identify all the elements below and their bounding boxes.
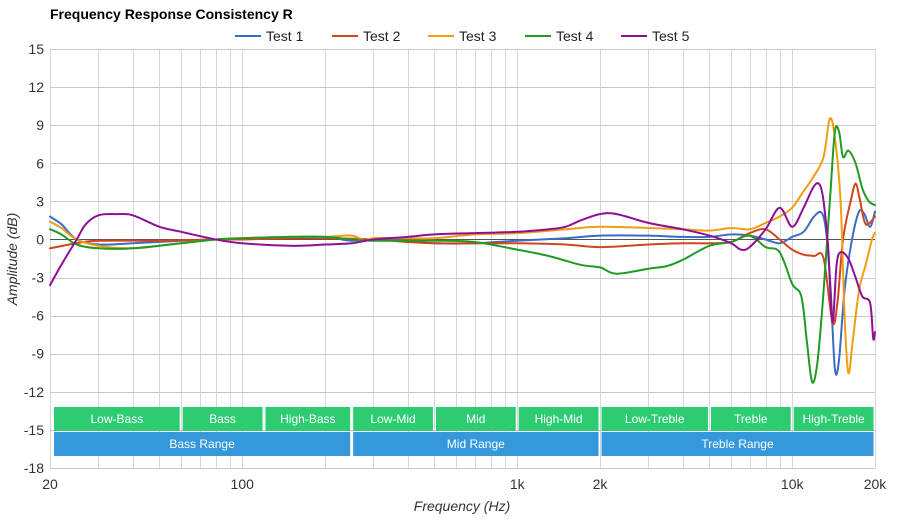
band-block: [182, 407, 263, 431]
legend-label: Test 1: [266, 28, 304, 44]
y-tick-label: -3: [32, 270, 45, 286]
band-block: [601, 407, 708, 431]
range-block: [353, 432, 599, 456]
range-label: Mid Range: [447, 437, 505, 451]
band-block: [710, 407, 791, 431]
y-tick-label: -9: [32, 346, 45, 362]
x-axis-label: Frequency (Hz): [414, 498, 510, 514]
x-axis-ticks: 20 100 1k 2k 10k 20k: [42, 476, 887, 492]
range-label: Treble Range: [701, 437, 774, 451]
band-label: High-Bass: [280, 412, 335, 426]
band-block: [435, 407, 516, 431]
band-label: High-Treble: [802, 412, 865, 426]
band-block: [518, 407, 599, 431]
y-tick-label: -15: [24, 422, 44, 438]
x-tick-label: 1k: [510, 476, 526, 492]
band-block: [54, 407, 180, 431]
band-label: Treble: [734, 412, 768, 426]
legend-label: Test 2: [363, 28, 401, 44]
band-label: Low-Treble: [625, 412, 685, 426]
x-tick-label: 10k: [781, 476, 805, 492]
legend-label: Test 3: [459, 28, 497, 44]
y-axis-label: Amplitude (dB): [4, 213, 20, 307]
band-block: [265, 407, 351, 431]
y-tick-label: -12: [24, 384, 44, 400]
y-tick-label: 3: [36, 193, 44, 209]
band-label: Mid: [466, 412, 485, 426]
band-block: [793, 407, 874, 431]
band-label: Bass: [209, 412, 236, 426]
y-tick-label: -6: [32, 308, 45, 324]
series-lines: [49, 117, 876, 384]
band-block: [353, 407, 433, 431]
x-tick-label: 100: [231, 476, 255, 492]
range-block: [601, 432, 874, 456]
legend: Test 1 Test 2 Test 3 Test 4 Test 5: [235, 28, 690, 44]
y-tick-label: -18: [24, 460, 44, 476]
y-axis-ticks: 15 12 9 6 3 0 -3 -6 -9 -12 -15 -18: [24, 41, 44, 476]
y-tick-label: 12: [28, 79, 44, 95]
chart-title: Frequency Response Consistency R: [50, 6, 293, 22]
legend-label: Test 5: [652, 28, 690, 44]
frequency-bands: Low-Bass Bass High-Bass Low-Mid Mid High-Mid L…: [54, 407, 874, 456]
x-tick-label: 2k: [593, 476, 609, 492]
y-tick-label: 9: [36, 117, 44, 133]
range-block: [54, 432, 351, 456]
legend-label: Test 4: [556, 28, 594, 44]
band-label: Low-Mid: [370, 412, 415, 426]
series-line-test-5: [49, 182, 876, 341]
range-label: Bass Range: [169, 437, 235, 451]
x-tick-label: 20: [42, 476, 58, 492]
y-tick-label: 15: [28, 41, 44, 57]
series-line-test-2: [49, 182, 876, 326]
series-line-test-4: [49, 125, 876, 384]
band-label: Low-Bass: [91, 412, 144, 426]
band-label: High-Mid: [535, 412, 583, 426]
y-tick-label: 6: [36, 155, 44, 171]
grid: [50, 49, 876, 469]
y-tick-label: 0: [36, 231, 44, 247]
x-tick-label: 20k: [864, 476, 888, 492]
